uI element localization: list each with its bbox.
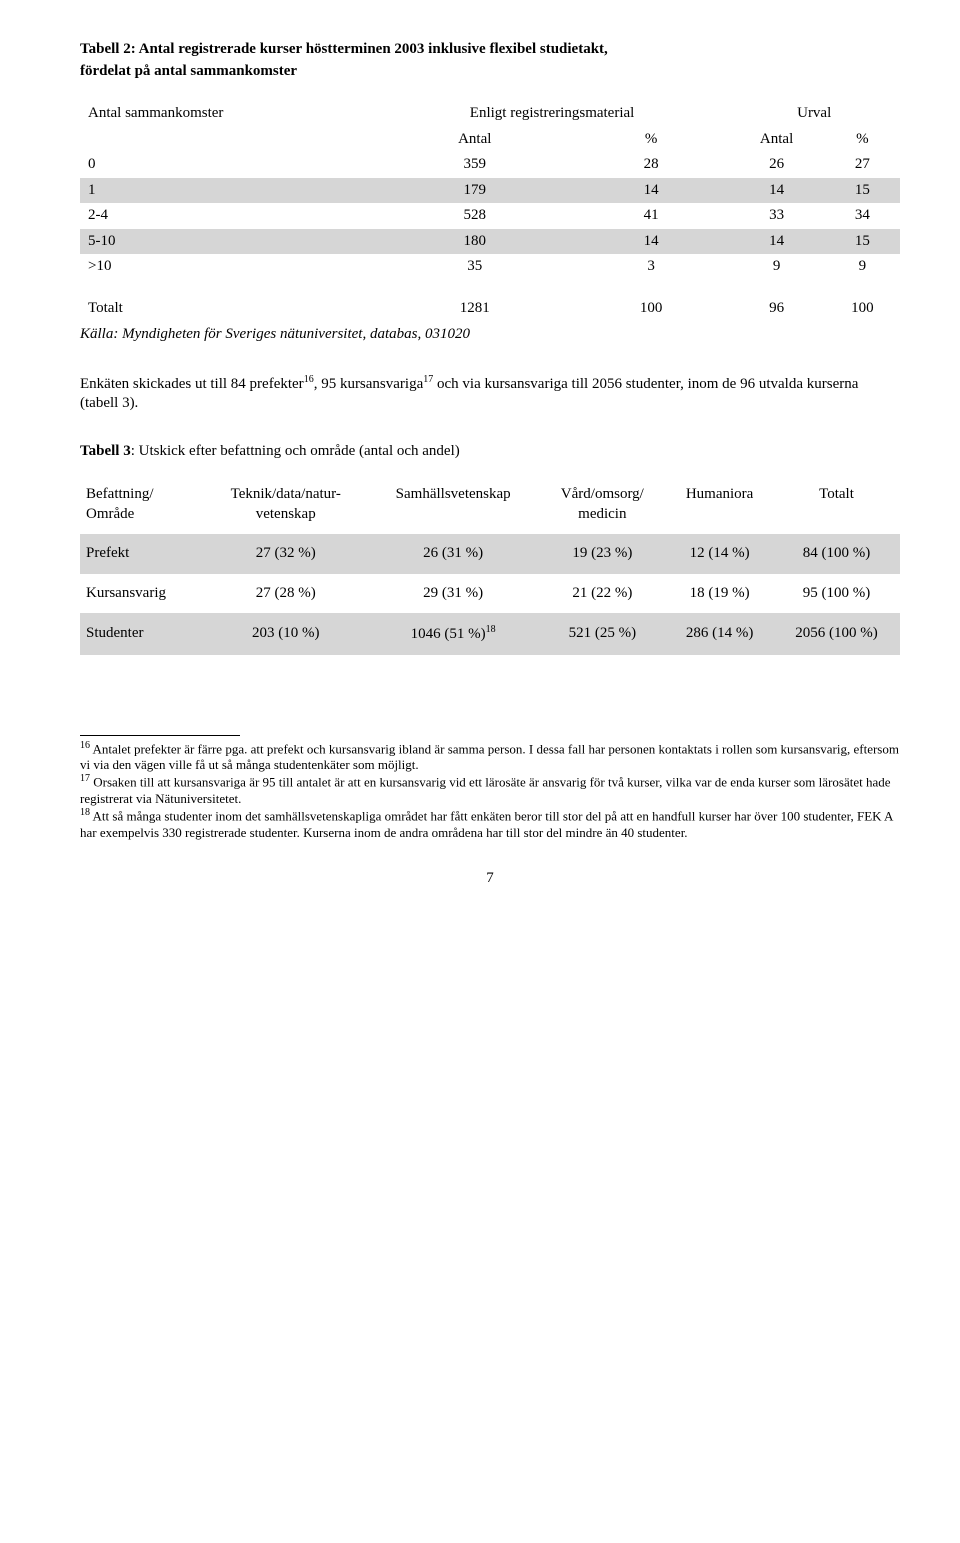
table-row: 2-4 528 41 33 34 [80, 203, 900, 229]
t2-sub-pct-1: % [574, 127, 729, 153]
footnotes: 16 Antalet prefekter är färre pga. att p… [80, 735, 900, 841]
table-row: Kursansvarig 27 (28 %) 29 (31 %) 21 (22 … [80, 574, 900, 614]
table-row: Studenter 203 (10 %) 1046 (51 %)18 521 (… [80, 613, 900, 655]
footnote-rule [80, 735, 240, 736]
t3-head-c3: Vård/omsorg/ medicin [538, 475, 666, 534]
table-row: 5-10 180 14 14 15 [80, 229, 900, 255]
t3-head-c4: Humaniora [666, 475, 773, 534]
t2-col-mid: Enligt registreringsmaterial [376, 101, 729, 127]
tab2-title-l1: Tabell 2: Antal registrerade kurser höst… [80, 41, 608, 57]
footnote-16: 16 Antalet prefekter är färre pga. att p… [80, 740, 900, 774]
t3-head-c2: Samhällsvetenskap [368, 475, 539, 534]
paragraph-1: Enkäten skickades ut till 84 prefekter16… [80, 373, 900, 414]
table-row: Prefekt 27 (32 %) 26 (31 %) 19 (23 %) 12… [80, 534, 900, 574]
footnote-17: 17 Orsaken till att kursansvariga är 95 … [80, 773, 900, 807]
t2-sub-pct-2: % [825, 127, 900, 153]
t2-col-left: Antal sammankomster [80, 101, 376, 127]
tab2-title-l2: fördelat på antal sammankomster [80, 63, 297, 79]
t2-sub-antal-2: Antal [728, 127, 824, 153]
footnote-18: 18 Att så många studenter inom det samhä… [80, 807, 900, 841]
t3-head-left: Befattning/ Område [80, 475, 204, 534]
t3-head-c5: Totalt [773, 475, 900, 534]
tab2-source: Källa: Myndigheten för Sveriges nätunive… [80, 325, 900, 345]
t2-col-right: Urval [728, 101, 900, 127]
table-3: Befattning/ Område Teknik/data/natur- ve… [80, 475, 900, 655]
t2-sub-antal-1: Antal [376, 127, 574, 153]
page-number: 7 [80, 869, 900, 889]
table-row-total: Totalt 1281 100 96 100 [80, 296, 900, 322]
table-row: 0 359 28 26 27 [80, 152, 900, 178]
table-2: Antal sammankomster Enligt registrerings… [80, 101, 900, 321]
table-row: 1 179 14 14 15 [80, 178, 900, 204]
tab3-title: Tabell 3: Utskick efter befattning och o… [80, 442, 900, 462]
t3-head-c1: Teknik/data/natur- vetenskap [204, 475, 368, 534]
table-row: >10 35 3 9 9 [80, 254, 900, 280]
